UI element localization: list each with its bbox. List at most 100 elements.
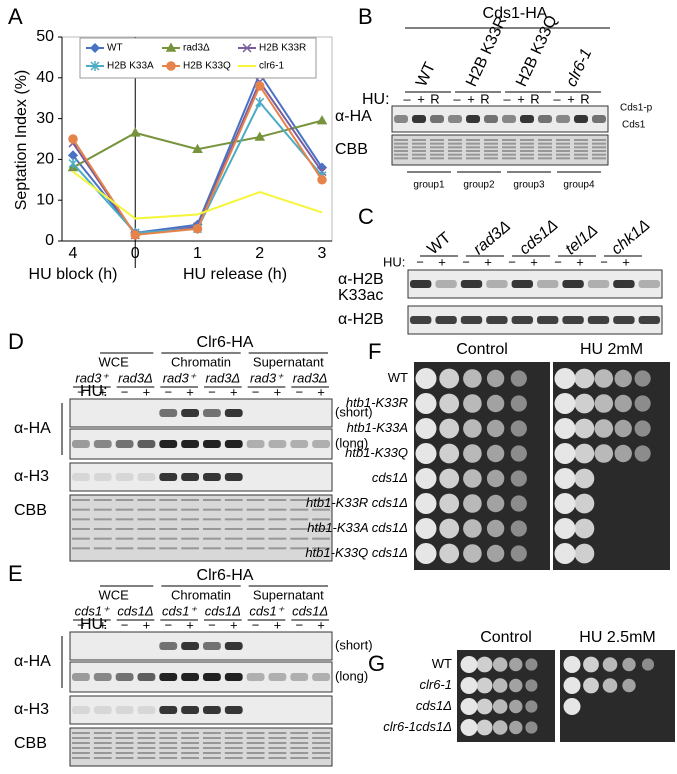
colony-spot [563,698,581,715]
blot-band [224,706,243,714]
blot-band [538,153,552,156]
blot-band [115,518,134,521]
blot-band [268,547,287,550]
genotype-label: rad3Δ [293,370,328,385]
blot-band [72,499,90,501]
blot-band [203,537,221,540]
blot-band [312,752,330,754]
colony-spot [415,443,437,464]
genotype-label: rad3⁺ [75,370,109,385]
blot-band [181,737,199,739]
blot-band [203,742,221,744]
strain-label: cds1Δ [416,698,452,713]
blot-band [203,547,221,550]
blot-band [638,316,660,324]
genotype-label: cds1⁺ [162,603,197,618]
colony-spot [463,419,482,438]
series-line [72,71,323,234]
blot-band [268,752,287,754]
hu-mark: − [295,384,303,399]
colony-spot [492,720,508,735]
colony-spot [574,368,595,389]
lane-label: WT [413,60,439,90]
blot-band [520,142,534,145]
blot-band [203,757,221,759]
blot-band [115,440,134,448]
hu-mark: + [576,254,584,269]
blot-band [137,528,156,530]
blot-band [587,316,610,324]
colony-spot [415,368,437,389]
blot-band [203,642,221,650]
colony-spot [614,394,632,413]
row-label: α-HA [14,653,51,670]
colony-spot [509,678,523,693]
colony-spot [574,518,595,539]
x-group-label: HU release (h) [183,266,287,283]
row-label: α-H2B [338,271,384,288]
blot-band [246,747,265,749]
legend-label: H2B K33A [107,61,154,72]
blot-band [592,115,606,123]
blot-band [466,146,480,149]
blot-band [203,747,221,749]
hu-mark: − [462,254,470,269]
blot-band [448,115,462,123]
blot-band [246,528,265,530]
genotype-label: rad3Δ [118,370,153,385]
blot-band [538,146,552,149]
y-tick-label: 40 [36,69,54,86]
blot-band [181,706,199,714]
blot-band [448,139,462,141]
genotype-label: cds1⁺ [75,603,110,618]
blot-band [137,508,156,511]
genotype-label: rad3⁺ [250,370,284,385]
colony-spot [594,369,614,388]
blot-band [394,142,408,145]
colony-spot [415,518,437,539]
blot-band [159,642,178,650]
blot-band [430,146,444,149]
blot-band [93,499,112,501]
blot-band [159,547,178,550]
blot-band [268,757,287,759]
blot-band [520,146,534,149]
hu-mark: + [622,254,630,269]
blot-band [93,473,112,481]
legend-label: clr6-1 [259,61,284,72]
hu-mark: − [554,254,562,269]
marker [254,131,266,141]
blot-band [137,706,156,714]
marker [166,61,176,71]
lane-label: cds1Δ [516,217,561,259]
colony-spot [486,469,505,488]
colony-spot [460,719,478,736]
blot-band [538,142,552,145]
blot-band [137,757,156,759]
colony-spot [415,543,437,564]
blot-band [502,142,516,145]
colony-spot [492,699,508,714]
blot-band [181,409,199,417]
colony-spot [634,420,651,437]
blot-band [394,157,408,160]
blot-band [203,508,221,511]
blot-band [203,528,221,530]
blot-band [435,316,457,324]
blot-band [159,518,178,521]
blot-band [246,537,265,540]
colony-spot [634,395,651,412]
blot-band [115,742,134,744]
blot [69,494,333,562]
blot-band [537,280,559,288]
blot-band [412,142,426,145]
hu-mark: + [417,91,425,106]
blot-band [93,673,112,681]
blot-band [224,752,243,754]
blot [391,134,609,166]
blot-band [268,440,287,448]
blot-band [159,737,178,739]
hu-mark: + [484,254,492,269]
blot-band [93,518,112,521]
blot-band [93,752,112,754]
